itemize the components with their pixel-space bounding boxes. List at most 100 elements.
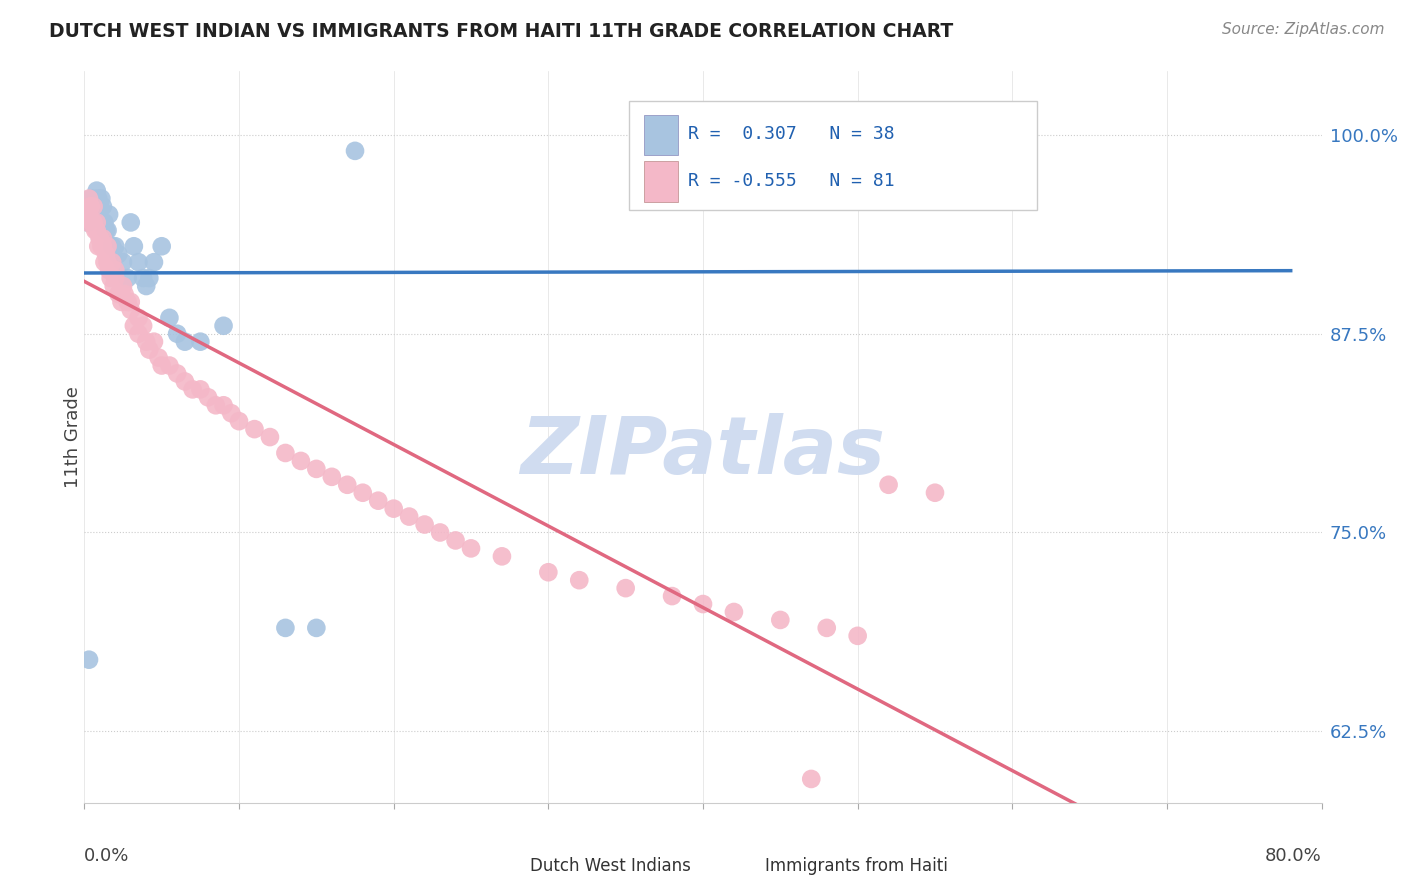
Point [93,255,115,269]
Point [104,263,127,277]
Point [120,302,142,317]
Point [221,406,243,420]
Point [143,334,166,349]
Point [101,255,124,269]
Point [491,549,513,564]
Point [82,207,104,221]
Point [429,525,451,540]
Point [159,359,181,373]
Point [138,271,160,285]
Point [79,200,101,214]
Point [135,279,157,293]
Point [120,215,142,229]
Text: Immigrants from Haiti: Immigrants from Haiti [765,856,948,875]
Point [83,192,105,206]
Point [91,200,114,214]
Point [1001,120,1024,134]
Point [661,589,683,603]
Point [128,326,150,341]
FancyBboxPatch shape [628,101,1038,211]
Point [79,200,101,214]
Text: Dutch West Indians: Dutch West Indians [530,856,690,875]
Point [188,334,212,349]
Point [104,239,127,253]
Point [94,247,117,261]
Point [460,541,482,556]
Point [924,485,946,500]
Point [97,255,120,269]
Point [84,223,107,237]
Point [205,398,228,412]
Point [228,414,250,428]
Point [117,294,139,309]
Point [87,192,110,206]
Point [91,231,114,245]
Point [132,318,155,333]
Point [877,477,900,491]
Bar [728,858,759,874]
Point [76,215,98,229]
Point [166,326,188,341]
Bar [492,858,523,874]
Text: DUTCH WEST INDIAN VS IMMIGRANTS FROM HAITI 11TH GRADE CORRELATION CHART: DUTCH WEST INDIAN VS IMMIGRANTS FROM HAI… [49,22,953,41]
Text: 80.0%: 80.0% [1265,847,1322,864]
Point [86,223,108,237]
Point [769,613,792,627]
Point [76,215,98,229]
Point [128,310,150,325]
Point [135,334,157,349]
Point [86,215,108,229]
Point [98,207,121,221]
Point [89,200,111,214]
Point [89,231,111,245]
Point [188,383,212,397]
Point [723,605,745,619]
Point [305,621,328,635]
Point [413,517,436,532]
Point [100,271,122,285]
Point [321,470,343,484]
Point [107,247,129,261]
Point [112,279,135,293]
Point [367,493,389,508]
Point [91,239,114,253]
Point [159,310,181,325]
Point [84,200,107,214]
Point [568,573,591,587]
Point [90,239,112,253]
Point [243,422,266,436]
Point [166,367,188,381]
Point [89,231,111,245]
Point [77,207,100,221]
Point [352,485,374,500]
Point [104,271,127,285]
Point [122,239,145,253]
Point [398,509,420,524]
Point [692,597,714,611]
Point [103,279,125,293]
Point [143,255,166,269]
Point [87,239,110,253]
Bar [644,115,678,155]
Point [101,239,124,253]
Point [305,462,328,476]
Point [444,533,467,548]
Point [138,343,160,357]
Point [132,271,155,285]
Point [150,359,173,373]
Point [815,621,838,635]
Point [107,287,129,301]
Bar [644,161,678,202]
Point [174,334,197,349]
Point [274,621,297,635]
Point [114,287,136,301]
Point [181,383,204,397]
Point [79,192,101,206]
Point [212,318,235,333]
Point [128,255,150,269]
Point [344,144,367,158]
Point [274,446,297,460]
Point [110,294,132,309]
Point [122,318,145,333]
Point [614,581,637,595]
